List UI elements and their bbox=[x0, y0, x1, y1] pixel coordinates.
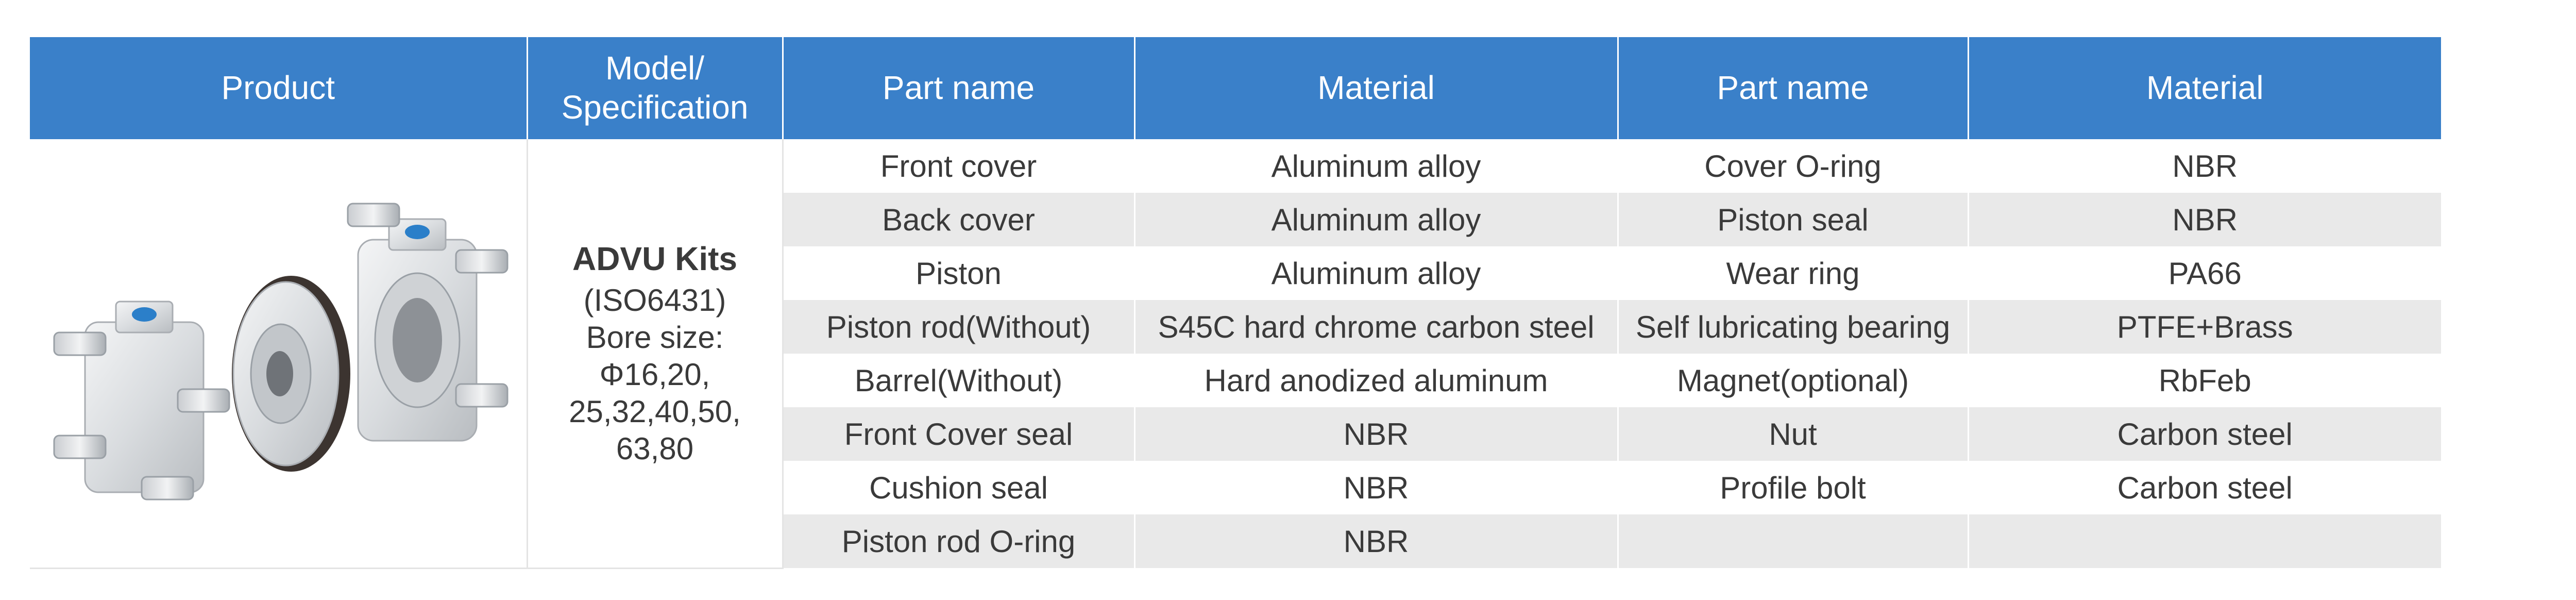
part-name-cell: Back cover bbox=[782, 193, 1134, 246]
header-product: Product bbox=[30, 37, 527, 139]
part-name-cell: Wear ring bbox=[1617, 246, 1968, 300]
material-cell: NBR bbox=[1967, 139, 2441, 193]
material-cell: Aluminum alloy bbox=[1133, 246, 1618, 300]
part-name-cell: Cushion seal bbox=[782, 461, 1134, 514]
bore-size-line-1: Φ16,20, bbox=[599, 357, 710, 392]
piston-shape bbox=[231, 276, 350, 472]
table-row: Cushion seal NBR Profile bolt Carbon ste… bbox=[30, 461, 2441, 514]
table-header-row: Product Model/ Specification Part name M… bbox=[30, 37, 2441, 139]
part-name-cell: Front Cover seal bbox=[782, 407, 1134, 461]
material-cell: Hard anodized aluminum bbox=[1133, 354, 1618, 407]
bore-size-line-3: 63,80 bbox=[616, 431, 694, 466]
table-row: Piston Aluminum alloy Wear ring PA66 bbox=[30, 246, 2441, 300]
table-row: Barrel(Without) Hard anodized aluminum M… bbox=[30, 354, 2441, 407]
header-model-specification: Model/ Specification bbox=[526, 37, 783, 139]
material-cell: NBR bbox=[1133, 407, 1618, 461]
material-cell: NBR bbox=[1133, 514, 1618, 568]
part-name-cell: Piston bbox=[782, 246, 1134, 300]
header-part-name-2: Part name bbox=[1617, 37, 1968, 139]
part-name-cell: Self lubricating bearing bbox=[1617, 300, 1968, 354]
part-name-cell: Magnet(optional) bbox=[1617, 354, 1968, 407]
header-material-2: Material bbox=[1967, 37, 2441, 139]
part-name-cell: Piston rod O-ring bbox=[782, 514, 1134, 568]
table-row: Piston rod(Without) S45C hard chrome car… bbox=[30, 300, 2441, 354]
table-row: Front Cover seal NBR Nut Carbon steel bbox=[30, 407, 2441, 461]
material-cell: S45C hard chrome carbon steel bbox=[1133, 300, 1618, 354]
table-row: Piston rod O-ring NBR bbox=[30, 514, 2441, 568]
material-cell: Aluminum alloy bbox=[1133, 193, 1618, 246]
table-row: ADVU Kits (ISO6431) Bore size: Φ16,20, 2… bbox=[30, 139, 2441, 569]
table-row: Back cover Aluminum alloy Piston seal NB… bbox=[30, 193, 2441, 246]
part-name-cell: Piston seal bbox=[1617, 193, 1968, 246]
material-cell: Aluminum alloy bbox=[1133, 139, 1618, 193]
model-title: ADVU Kits bbox=[572, 240, 738, 277]
part-name-cell: Cover O-ring bbox=[1617, 139, 1968, 193]
material-cell: NBR bbox=[1967, 193, 2441, 246]
back-cover-shape bbox=[53, 301, 230, 501]
part-name-cell: Profile bolt bbox=[1617, 461, 1968, 514]
material-cell: NBR bbox=[1133, 461, 1618, 514]
part-name-cell: Nut bbox=[1617, 407, 1968, 461]
part-name-cell: Piston rod(Without) bbox=[782, 300, 1134, 354]
model-specification-cell: ADVU Kits (ISO6431) Bore size: Φ16,20, 2… bbox=[526, 139, 784, 569]
bore-size-label: Bore size: bbox=[586, 320, 724, 355]
material-cell: PTFE+Brass bbox=[1967, 300, 2441, 354]
header-part-name-1: Part name bbox=[782, 37, 1134, 139]
material-cell: Carbon steel bbox=[1967, 461, 2441, 514]
parts-material-table: Product Model/ Specification Part name M… bbox=[30, 37, 2441, 569]
material-cell: RbFeb bbox=[1967, 354, 2441, 407]
model-standard: (ISO6431) bbox=[583, 282, 726, 318]
bore-size-line-2: 25,32,40,50, bbox=[569, 394, 741, 429]
material-cell bbox=[1967, 514, 2441, 568]
part-name-cell bbox=[1617, 514, 1968, 568]
material-cell: Carbon steel bbox=[1967, 407, 2441, 461]
part-name-cell: Barrel(Without) bbox=[782, 354, 1134, 407]
front-cover-shape bbox=[347, 203, 509, 442]
header-material-1: Material bbox=[1133, 37, 1618, 139]
cylinder-kit-parts-image bbox=[53, 203, 509, 501]
product-image-cell bbox=[30, 139, 528, 569]
part-name-cell: Front cover bbox=[782, 139, 1134, 193]
material-cell: PA66 bbox=[1967, 246, 2441, 300]
